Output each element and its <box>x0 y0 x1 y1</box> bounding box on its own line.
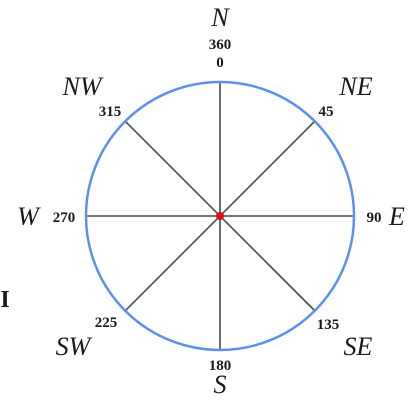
label-southeast: SE <box>344 332 373 361</box>
degree-90: 90 <box>367 210 382 226</box>
degree-360: 360 <box>209 37 232 53</box>
degree-135: 135 <box>317 317 340 333</box>
degree-225: 225 <box>95 315 118 331</box>
label-east: E <box>388 202 405 231</box>
label-south: S <box>214 370 227 399</box>
degree-315: 315 <box>99 104 122 120</box>
compass-ring <box>84 80 356 352</box>
label-northeast: NE <box>338 72 372 101</box>
label-west: W <box>17 202 41 231</box>
degree-270: 270 <box>53 210 76 226</box>
degree-180: 180 <box>209 358 232 374</box>
label-north: N <box>210 3 230 32</box>
label-southwest: SW <box>56 332 93 361</box>
degree-0: 0 <box>216 55 224 71</box>
edge-glyph: I <box>0 287 9 313</box>
label-northwest: NW <box>62 72 104 101</box>
degree-45: 45 <box>319 104 334 120</box>
center-point <box>216 212 224 220</box>
